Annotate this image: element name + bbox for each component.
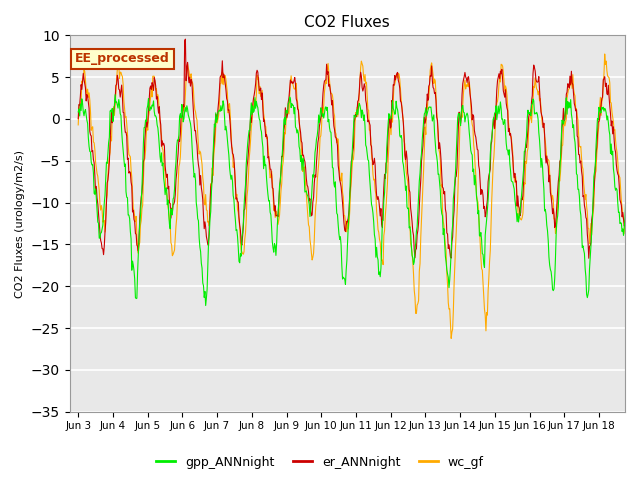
Line: wc_gf: wc_gf [78, 54, 634, 338]
Y-axis label: CO2 Fluxes (urology/m2/s): CO2 Fluxes (urology/m2/s) [15, 149, 25, 298]
Title: CO2 Fluxes: CO2 Fluxes [305, 15, 390, 30]
Legend: gpp_ANNnight, er_ANNnight, wc_gf: gpp_ANNnight, er_ANNnight, wc_gf [151, 451, 489, 474]
Line: er_ANNnight: er_ANNnight [78, 39, 634, 258]
Line: gpp_ANNnight: gpp_ANNnight [78, 95, 634, 306]
Text: EE_processed: EE_processed [75, 52, 170, 65]
